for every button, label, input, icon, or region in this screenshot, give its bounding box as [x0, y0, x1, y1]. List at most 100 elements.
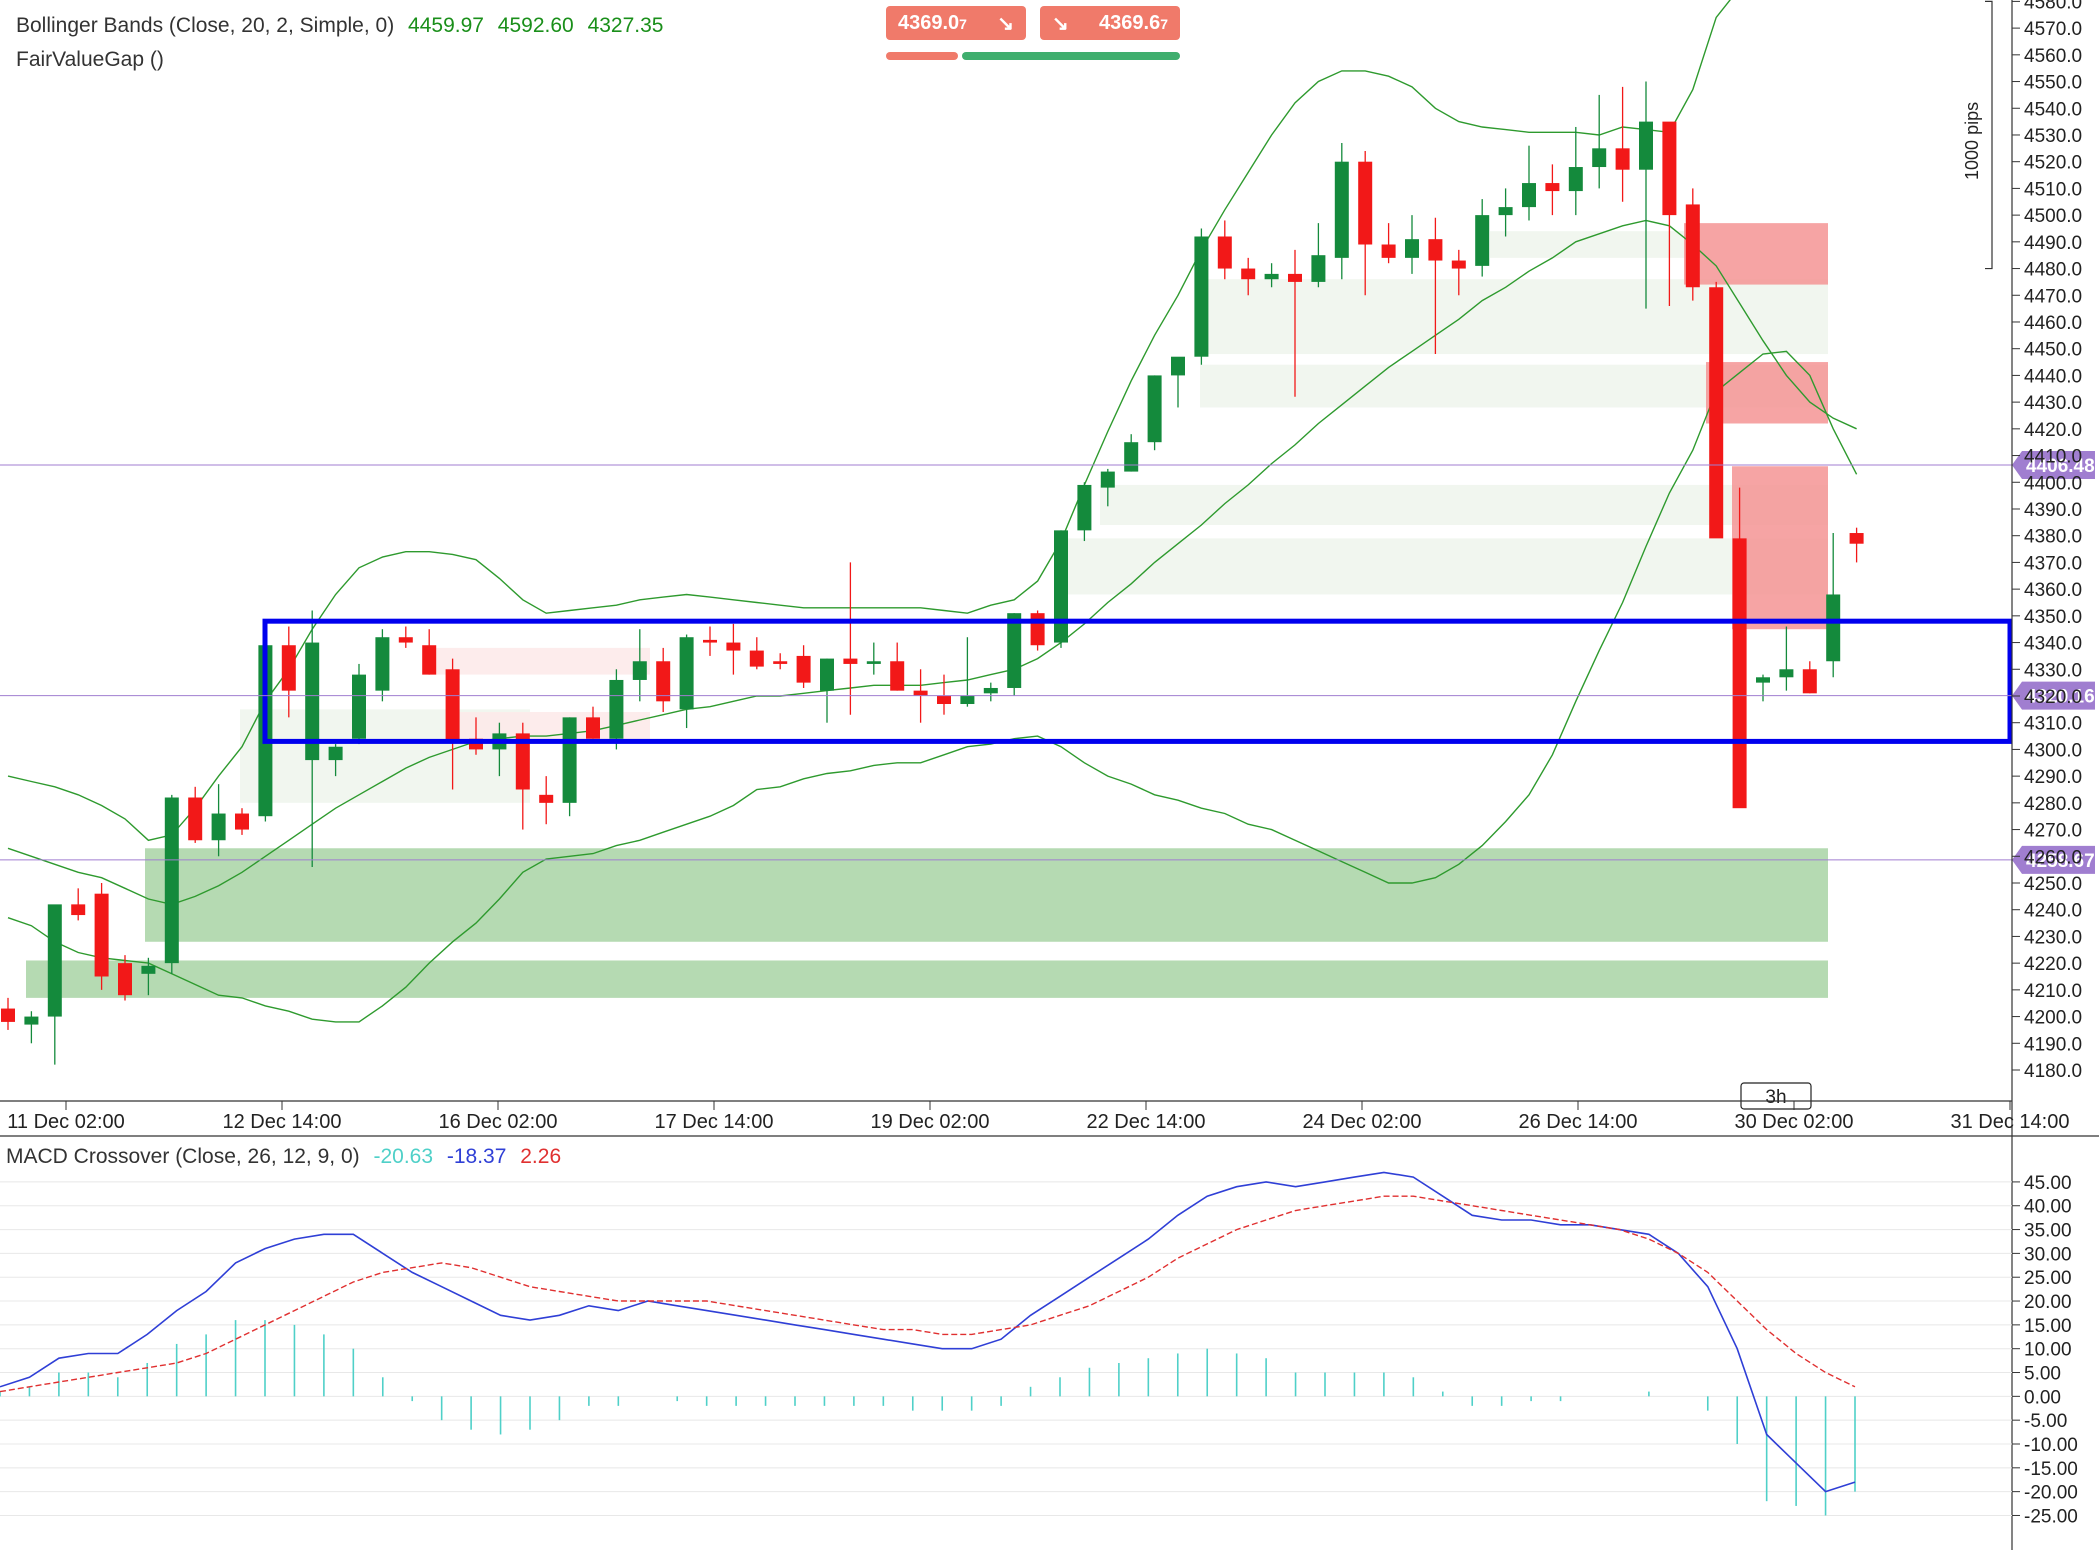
fvg-legend: FairValueGap (): [16, 48, 164, 72]
x-tick-label: 17 Dec 14:00: [655, 1111, 774, 1133]
fvg-zone: [430, 647, 650, 675]
x-tick-label: 19 Dec 02:00: [871, 1111, 990, 1133]
fvg-zone: [1100, 484, 1828, 526]
y-tick-label: 4430.0: [2024, 393, 2082, 414]
y-tick-label: 4420.0: [2024, 420, 2082, 441]
candle-bull: [1054, 530, 1068, 643]
candle-bull: [164, 797, 179, 964]
fvg-zone: [1200, 279, 1828, 355]
fvg-zones: [26, 223, 1828, 998]
candle-bear: [445, 669, 460, 742]
candle-bear: [913, 690, 928, 696]
y-tick-label: 4400.0: [2024, 473, 2082, 494]
macd-legend: MACD Crossover (Close, 26, 12, 9, 0) -20…: [6, 1145, 561, 1169]
candle-bull: [1194, 236, 1209, 357]
candle-bull: [820, 658, 834, 691]
buy-volume-bar: [962, 52, 1180, 60]
macd-y-label: 5.00: [2024, 1364, 2061, 1385]
y-tick-label: 4540.0: [2024, 99, 2082, 120]
bb-legend: Bollinger Bands (Close, 20, 2, Simple, 0…: [16, 14, 663, 38]
candle-bear: [1217, 236, 1232, 269]
buy-arrow-icon: ↘: [1052, 12, 1069, 35]
y-tick-label: 4460.0: [2024, 313, 2082, 334]
y-tick-label: 4260.0: [2024, 847, 2082, 868]
y-tick-label: 4550.0: [2024, 73, 2082, 94]
sell-price: 4369.07: [898, 11, 967, 34]
macd-signal-line: [0, 1195, 1856, 1393]
candle-bear: [422, 645, 437, 675]
y-tick-label: 4520.0: [2024, 153, 2082, 174]
candle-bull: [960, 695, 975, 705]
x-tick-label: 30 Dec 02:00: [1735, 1111, 1854, 1133]
candle-bull: [1639, 121, 1653, 170]
candle-bear: [118, 963, 132, 996]
y-tick-label: 4370.0: [2024, 553, 2082, 574]
candle-bear: [1, 1008, 15, 1022]
candle-bull: [352, 674, 366, 739]
macd-y-label: 10.00: [2024, 1340, 2072, 1361]
candle-bear: [1802, 669, 1817, 694]
candle-bear: [188, 797, 203, 841]
y-tick-label: 4560.0: [2024, 46, 2082, 67]
candle-bull: [1475, 215, 1490, 266]
y-tick-label: 4280.0: [2024, 794, 2082, 815]
candle-bull: [1171, 356, 1185, 376]
sell-volume-bar: [886, 52, 958, 60]
candle-bear: [1381, 244, 1396, 258]
candle-bear: [1030, 613, 1045, 646]
candle-bull: [1100, 471, 1115, 488]
y-tick-label: 4470.0: [2024, 286, 2082, 307]
candle-bear: [469, 738, 483, 750]
y-tick-label: 4500.0: [2024, 206, 2082, 227]
x-tick-label: 11 Dec 02:00: [7, 1111, 125, 1133]
candle-bull: [1077, 484, 1092, 531]
y-tick-label: 4300.0: [2024, 740, 2082, 761]
candle-bear: [773, 661, 788, 664]
fvg-zone: [1706, 362, 1828, 424]
bb-legend-mid: 4459.97: [408, 14, 484, 37]
y-tick-label: 4570.0: [2024, 19, 2082, 40]
y-tick-label: 4340.0: [2024, 634, 2082, 655]
buy-button[interactable]: ↘ 4369.67: [1040, 6, 1180, 40]
candle-bull: [1311, 255, 1326, 282]
y-tick-label: 4290.0: [2024, 767, 2082, 788]
fvg-legend-name: FairValueGap (): [16, 48, 164, 71]
candle-bull: [305, 642, 320, 761]
x-tick-label: 12 Dec 14:00: [223, 1111, 342, 1133]
candle-bull: [632, 661, 647, 680]
candle-bear: [1428, 239, 1443, 261]
candle-bull: [211, 813, 226, 841]
fvg-zone: [1732, 466, 1828, 630]
x-tick-label: 24 Dec 02:00: [1303, 1111, 1422, 1133]
macd-y-label: -5.00: [2024, 1411, 2067, 1432]
y-tick-label: 4220.0: [2024, 954, 2082, 975]
candle-bull: [141, 965, 156, 974]
y-tick-label: 4250.0: [2024, 874, 2082, 895]
buy-price: 4369.67: [1099, 11, 1168, 34]
macd-legend-hist: -20.63: [373, 1145, 434, 1168]
y-tick-label: 4270.0: [2024, 821, 2082, 842]
pips-label: 1000 pips: [1962, 102, 1982, 180]
macd-y-label: 35.00: [2024, 1221, 2072, 1242]
bollinger-mid-line: [7, 219, 1857, 906]
y-tick-label: 4190.0: [2024, 1034, 2082, 1055]
candle-bear: [1662, 121, 1677, 216]
sell-button[interactable]: 4369.07 ↘: [886, 6, 1026, 40]
y-tick-label: 4530.0: [2024, 126, 2082, 147]
candle-bull: [1334, 161, 1349, 258]
candle-bear: [1288, 273, 1302, 282]
macd-y-label: -20.00: [2024, 1483, 2078, 1504]
macd-y-label: 40.00: [2024, 1197, 2072, 1218]
y-tick-label: 4410.0: [2024, 447, 2082, 468]
candle-bear: [1241, 268, 1256, 280]
candle-bull: [1124, 442, 1139, 472]
candle-bear: [1451, 260, 1466, 269]
candle-bear: [1709, 287, 1724, 539]
candle-bear: [890, 661, 905, 691]
macd-line: [0, 1171, 1856, 1493]
y-tick-label: 4320.0: [2024, 687, 2082, 708]
y-tick-label: 4330.0: [2024, 660, 2082, 681]
